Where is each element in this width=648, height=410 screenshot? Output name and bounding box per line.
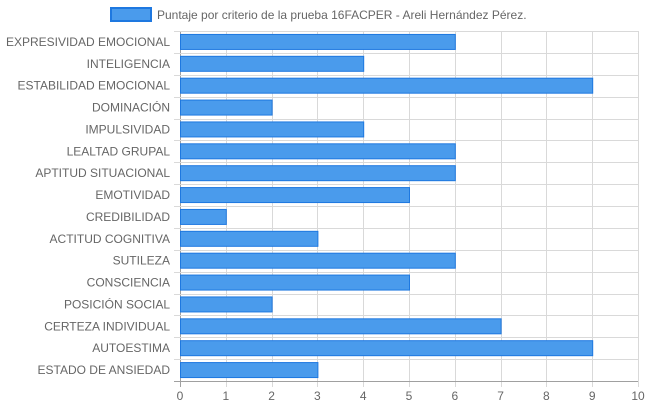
category-label: CONSCIENCIA <box>87 276 170 290</box>
bar[interactable] <box>180 208 227 225</box>
bars <box>180 33 594 379</box>
bar[interactable] <box>180 77 594 94</box>
x-tick-label: 10 <box>631 389 645 403</box>
legend-label: Puntaje por criterio de la prueba 16FACP… <box>157 8 527 22</box>
x-tick-label: 2 <box>268 389 275 403</box>
category-label: EMOTIVIDAD <box>95 188 170 202</box>
bar[interactable] <box>180 55 365 72</box>
category-label: ACTITUD COGNITIVA <box>50 232 170 246</box>
bar[interactable] <box>180 296 273 313</box>
category-label: SUTILEZA <box>113 254 170 268</box>
category-label: POSICIÓN SOCIAL <box>64 296 170 311</box>
x-tick-label: 3 <box>314 389 321 403</box>
bar[interactable] <box>180 230 319 247</box>
legend-swatch <box>110 7 152 22</box>
bar[interactable] <box>180 33 456 50</box>
bar[interactable] <box>180 340 594 357</box>
bar[interactable] <box>180 99 273 116</box>
category-label: CREDIBILIDAD <box>86 210 170 224</box>
x-tick-label: 0 <box>177 389 184 403</box>
legend[interactable]: Puntaje por criterio de la prueba 16FACP… <box>110 7 527 22</box>
x-tick-label: 1 <box>222 389 229 403</box>
bar[interactable] <box>180 274 410 291</box>
bar[interactable] <box>180 252 456 269</box>
category-label: CERTEZA INDIVIDUAL <box>44 319 170 333</box>
bar[interactable] <box>180 165 456 182</box>
category-label: INTELIGENCIA <box>87 57 170 71</box>
category-label: DOMINACIÓN <box>92 100 170 115</box>
x-tick-label: 9 <box>589 389 596 403</box>
category-label: ESTABILIDAD EMOCIONAL <box>18 79 171 93</box>
x-tick-label: 7 <box>497 389 504 403</box>
bar[interactable] <box>180 318 502 335</box>
category-label: LEALTAD GRUPAL <box>67 144 171 158</box>
x-tick-label: 4 <box>360 389 367 403</box>
bar[interactable] <box>180 143 456 160</box>
bar[interactable] <box>180 362 319 379</box>
bar[interactable] <box>180 187 410 204</box>
x-tick-label: 6 <box>451 389 458 403</box>
bar[interactable] <box>180 121 365 138</box>
category-label: EXPRESIVIDAD EMOCIONAL <box>6 35 170 49</box>
category-label: ESTADO DE ANSIEDAD <box>38 363 171 377</box>
category-label: APTITUD SITUACIONAL <box>35 166 170 180</box>
x-tick-label: 8 <box>543 389 550 403</box>
category-label: IMPULSIVIDAD <box>85 122 170 136</box>
x-tick-label: 5 <box>406 389 413 403</box>
category-labels: EXPRESIVIDAD EMOCIONAL INTELIGENCIA ESTABI… <box>6 35 170 377</box>
category-label: AUTOESTIMA <box>92 341 170 355</box>
x-tick-labels: 0 1 2 3 4 5 6 7 8 9 10 <box>177 389 645 403</box>
